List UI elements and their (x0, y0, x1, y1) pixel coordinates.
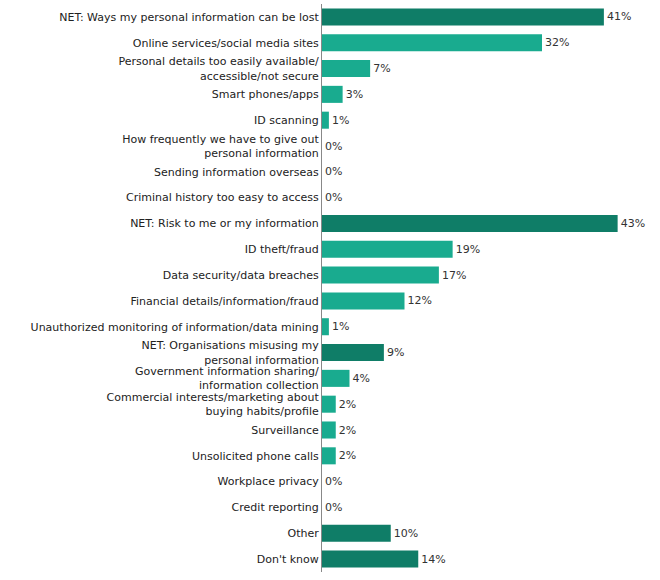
svg-text:19%: 19% (456, 243, 480, 256)
svg-text:Data security/data breaches: Data security/data breaches (163, 269, 319, 282)
svg-text:0%: 0% (325, 475, 342, 488)
svg-text:Other: Other (288, 527, 320, 540)
svg-text:Don't know: Don't know (257, 553, 319, 566)
svg-text:NET: Risk to me or my informat: NET: Risk to me or my information (130, 217, 319, 230)
svg-text:How frequently we have to give: How frequently we have to give outperson… (122, 133, 319, 160)
svg-text:1%: 1% (332, 320, 349, 333)
svg-text:2%: 2% (339, 398, 356, 411)
svg-text:3%: 3% (346, 88, 363, 101)
svg-text:43%: 43% (621, 217, 645, 230)
svg-text:12%: 12% (408, 294, 432, 307)
svg-text:Personal details too easily av: Personal details too easily available/ac… (118, 55, 319, 82)
svg-text:17%: 17% (442, 269, 466, 282)
svg-text:NET: Organisations misusing my: NET: Organisations misusing mypersonal i… (141, 339, 319, 366)
svg-text:14%: 14% (421, 553, 445, 566)
svg-text:Unauthorized monitoring of inf: Unauthorized monitoring of information/d… (31, 321, 319, 334)
svg-text:Criminal history too easy to a: Criminal history too easy to access (126, 191, 319, 204)
svg-text:9%: 9% (387, 346, 404, 359)
svg-text:32%: 32% (545, 36, 569, 49)
svg-text:0%: 0% (325, 501, 342, 514)
svg-text:4%: 4% (353, 372, 370, 385)
svg-text:10%: 10% (394, 527, 418, 540)
svg-text:0%: 0% (325, 165, 342, 178)
svg-text:ID theft/fraud: ID theft/fraud (245, 243, 319, 256)
svg-text:Smart phones/apps: Smart phones/apps (212, 88, 319, 101)
svg-text:Commercial interests/marketing: Commercial interests/marketing aboutbuyi… (107, 391, 320, 418)
svg-text:Sending information overseas: Sending information overseas (154, 166, 319, 179)
svg-text:1%: 1% (332, 114, 349, 127)
svg-text:0%: 0% (325, 140, 342, 153)
svg-text:41%: 41% (607, 10, 631, 23)
svg-text:Credit reporting: Credit reporting (232, 501, 319, 514)
svg-text:Unsolicited phone calls: Unsolicited phone calls (192, 450, 319, 463)
svg-text:ID scanning: ID scanning (254, 114, 319, 127)
svg-text:0%: 0% (325, 191, 342, 204)
svg-text:2%: 2% (339, 449, 356, 462)
svg-text:Financial details/information/: Financial details/information/fraud (130, 295, 318, 308)
svg-text:2%: 2% (339, 424, 356, 437)
svg-text:7%: 7% (373, 62, 390, 75)
svg-text:Workplace privacy: Workplace privacy (217, 475, 319, 488)
svg-text:Online services/social media s: Online services/social media sites (133, 37, 319, 50)
svg-text:Government information sharing: Government information sharing/informati… (135, 365, 319, 392)
svg-text:NET: Ways my personal informat: NET: Ways my personal information can be… (59, 11, 319, 24)
svg-text:Surveillance: Surveillance (251, 424, 319, 437)
